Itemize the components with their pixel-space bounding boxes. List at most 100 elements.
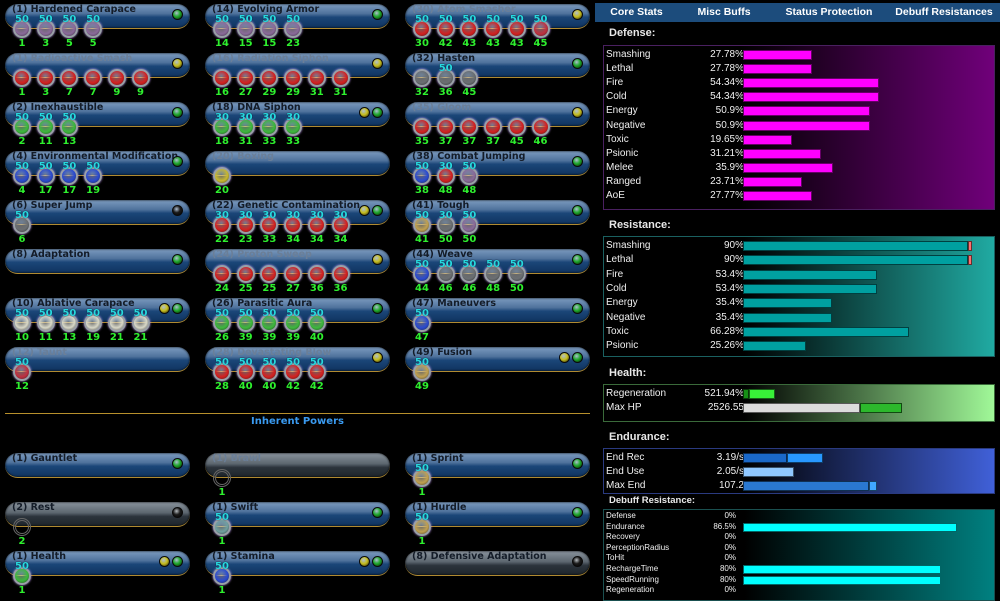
enhancement-slot[interactable]: 7 xyxy=(58,63,80,99)
power-entry[interactable]: (8) Defensive Adaptation xyxy=(405,547,590,595)
enhancement-icon[interactable] xyxy=(84,314,103,332)
enhancement-slot[interactable]: 7 xyxy=(82,63,104,99)
enhancement-icon[interactable] xyxy=(131,314,150,332)
enhancement-slot[interactable]: 50 39 xyxy=(258,308,280,344)
enhancement-slot[interactable]: 50 15 xyxy=(258,14,280,50)
power-bar[interactable] xyxy=(205,502,390,527)
enhancement-icon[interactable] xyxy=(460,265,479,283)
enhancement-slot[interactable]: 29 xyxy=(282,63,304,99)
enhancement-icon[interactable] xyxy=(236,216,255,234)
enhancement-icon[interactable] xyxy=(507,118,526,136)
enhancement-icon[interactable] xyxy=(213,518,231,536)
enhancement-icon[interactable] xyxy=(436,265,455,283)
enhancement-icon[interactable] xyxy=(60,20,79,38)
enhancement-slot[interactable]: 30 34 xyxy=(306,210,328,246)
enhancement-slot[interactable]: 50 48 xyxy=(458,161,480,197)
enhancement-slot[interactable]: 50 46 xyxy=(458,259,480,295)
power-bar[interactable] xyxy=(405,453,590,478)
green-status-light-icon[interactable] xyxy=(172,9,183,20)
yellow-status-light-icon[interactable] xyxy=(172,58,183,69)
enhancement-slot[interactable]: 30 22 xyxy=(211,210,233,246)
yellow-status-light-icon[interactable] xyxy=(359,556,370,567)
enhancement-slot[interactable]: 9 xyxy=(106,63,128,99)
enhancement-slot[interactable]: 50 42 xyxy=(306,357,328,393)
green-status-light-icon[interactable] xyxy=(172,556,183,567)
power-bar[interactable] xyxy=(5,102,190,127)
enhancement-icon[interactable] xyxy=(484,20,503,38)
enhancement-icon[interactable] xyxy=(260,20,279,38)
enhancement-slot[interactable]: 36 xyxy=(306,259,328,295)
enhancement-icon[interactable] xyxy=(413,314,431,332)
enhancement-icon[interactable] xyxy=(236,314,255,332)
enhancement-slot[interactable]: 9 xyxy=(130,63,152,99)
enhancement-slot[interactable]: 27 xyxy=(282,259,304,295)
enhancement-slot[interactable]: 50 30 xyxy=(411,14,433,50)
enhancement-slot[interactable]: 30 48 xyxy=(435,161,457,197)
power-bar[interactable] xyxy=(5,502,190,527)
green-status-light-icon[interactable] xyxy=(172,458,183,469)
enhancement-icon[interactable] xyxy=(13,363,31,381)
enhancement-icon[interactable] xyxy=(213,69,231,87)
enhancement-icon[interactable] xyxy=(236,69,255,87)
power-entry[interactable]: (24) Proton Sweep 24 25 25 27 36 36 xyxy=(205,245,390,295)
green-status-light-icon[interactable] xyxy=(572,205,583,216)
enhancement-icon[interactable] xyxy=(13,20,31,38)
green-status-light-icon[interactable] xyxy=(372,107,383,118)
power-entry[interactable]: (35) Gloom 35 37 37 37 45 46 xyxy=(405,98,590,147)
enhancement-slot[interactable]: 50 14 xyxy=(211,14,233,50)
enhancement-icon[interactable] xyxy=(436,118,455,136)
enhancement-slot[interactable]: 24 xyxy=(211,259,233,295)
enhancement-icon[interactable] xyxy=(413,518,431,536)
enhancement-slot[interactable]: 36 xyxy=(330,259,352,295)
enhancement-slot[interactable]: 30 50 xyxy=(435,210,457,246)
enhancement-icon[interactable] xyxy=(284,118,303,136)
enhancement-icon[interactable] xyxy=(213,20,231,38)
power-entry[interactable]: (14) Evolving Armor 50 14 50 15 50 15 50 23 xyxy=(205,0,390,50)
enhancement-slot[interactable]: 50 13 xyxy=(58,112,80,148)
power-entry[interactable]: (1) Hurdle 50 1 xyxy=(405,498,590,547)
green-status-light-icon[interactable] xyxy=(372,205,383,216)
enhancement-icon[interactable] xyxy=(436,20,455,38)
enhancement-slot[interactable]: 50 10 xyxy=(11,308,33,344)
black-status-light-icon[interactable] xyxy=(172,507,183,518)
enhancement-icon[interactable] xyxy=(413,265,431,283)
enhancement-slot[interactable]: 50 39 xyxy=(235,308,257,344)
green-status-light-icon[interactable] xyxy=(172,303,183,314)
enhancement-slot[interactable]: 25 xyxy=(235,259,257,295)
enhancement-icon[interactable] xyxy=(260,216,279,234)
enhancement-slot[interactable]: 2 xyxy=(11,512,33,548)
enhancement-slot[interactable]: 50 40 xyxy=(306,308,328,344)
enhancement-icon[interactable] xyxy=(307,69,326,87)
enhancement-slot[interactable]: 50 40 xyxy=(258,357,280,393)
enhancement-slot[interactable]: 50 1 xyxy=(11,14,33,50)
enhancement-icon[interactable] xyxy=(284,265,303,283)
power-entry[interactable]: (1) Brawl 1 xyxy=(205,449,390,498)
enhancement-slot[interactable]: 32 xyxy=(411,63,433,99)
enhancement-icon[interactable] xyxy=(60,167,79,185)
enhancement-icon[interactable] xyxy=(213,314,231,332)
yellow-status-light-icon[interactable] xyxy=(359,205,370,216)
power-bar[interactable] xyxy=(205,151,390,176)
enhancement-icon[interactable] xyxy=(307,265,326,283)
enhancement-icon[interactable] xyxy=(413,69,431,87)
enhancement-slot[interactable]: 50 40 xyxy=(235,357,257,393)
enhancement-icon[interactable] xyxy=(213,363,231,381)
power-entry[interactable]: (22) Genetic Contamination 30 22 30 23 30 33 30… xyxy=(205,196,390,246)
enhancement-slot[interactable]: 50 49 xyxy=(411,357,433,393)
enhancement-slot[interactable]: 50 43 xyxy=(482,14,504,50)
tab-core-stats[interactable]: Core Stats xyxy=(610,6,663,18)
green-status-light-icon[interactable] xyxy=(372,303,383,314)
power-bar[interactable] xyxy=(405,151,590,176)
enhancement-icon[interactable] xyxy=(131,69,150,87)
enhancement-icon[interactable] xyxy=(413,216,431,234)
enhancement-icon[interactable] xyxy=(460,69,479,87)
power-entry[interactable]: (1) Sprint 50 1 xyxy=(405,449,590,498)
enhancement-icon[interactable] xyxy=(484,265,503,283)
enhancement-slot[interactable]: 3 xyxy=(35,63,57,99)
enhancement-icon[interactable] xyxy=(236,118,255,136)
green-status-light-icon[interactable] xyxy=(572,352,583,363)
enhancement-icon[interactable] xyxy=(284,314,303,332)
enhancement-icon[interactable] xyxy=(60,314,79,332)
power-entry[interactable]: (18) DNA Siphon 30 18 30 31 30 33 30 33 xyxy=(205,98,390,147)
enhancement-slot[interactable]: 30 34 xyxy=(330,210,352,246)
